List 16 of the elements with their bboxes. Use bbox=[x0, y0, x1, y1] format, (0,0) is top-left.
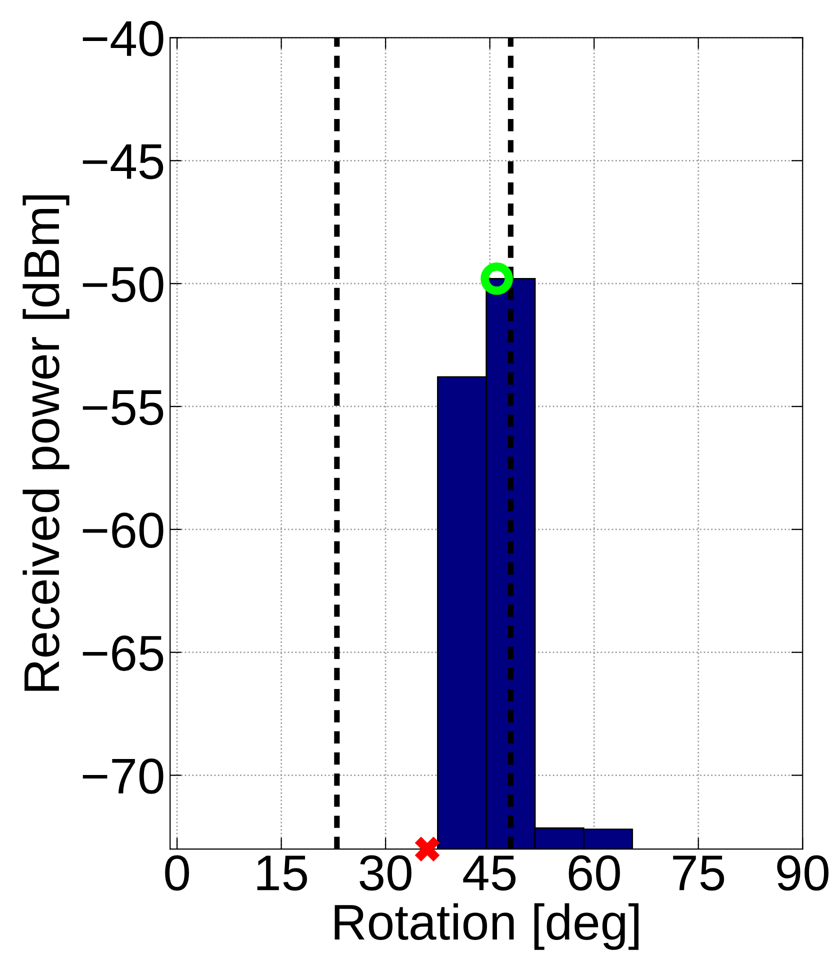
y-axis-title: Received power [dBm] bbox=[22, 195, 70, 691]
x-tick-label: 90 bbox=[777, 855, 828, 891]
x-tick-label: 0 bbox=[165, 855, 189, 891]
x-tick-label: 30 bbox=[360, 855, 412, 891]
y-tick-label: −60 bbox=[82, 512, 164, 548]
y-tick-label: −55 bbox=[82, 390, 164, 426]
x-tick-label: 60 bbox=[568, 855, 620, 891]
x-tick-label: 75 bbox=[673, 856, 724, 891]
y-tick-label: −40 bbox=[82, 20, 164, 56]
x-axis-title: Rotation [deg] bbox=[334, 903, 638, 950]
y-tick-label: −65 bbox=[82, 636, 164, 671]
x-tick-label: 15 bbox=[257, 856, 308, 891]
x-tick-label: 45 bbox=[463, 856, 516, 891]
y-tick-label: −50 bbox=[82, 266, 164, 302]
y-tick-label: −70 bbox=[82, 758, 164, 794]
y-tick-label: −45 bbox=[82, 144, 164, 180]
